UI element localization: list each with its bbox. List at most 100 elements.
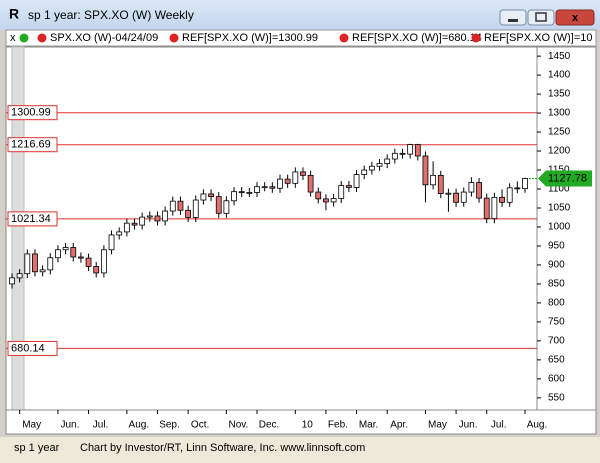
x-tick-label: Feb. [328, 420, 348, 431]
candle-body [192, 199, 199, 218]
candle-body [399, 152, 406, 155]
candle-body [323, 198, 329, 203]
candle-body [506, 187, 513, 203]
x-axis-area [5, 409, 597, 435]
y-tick-label: 950 [548, 241, 565, 252]
legend-dot [37, 33, 47, 43]
candle-body [269, 186, 276, 189]
legend-dot [339, 33, 349, 43]
y-tick-label: 1250 [548, 127, 571, 138]
legend-item: SPX.XO (W)-04/24/09 [50, 32, 158, 44]
x-tick-label: Jul. [491, 420, 507, 431]
candle-body [116, 231, 123, 236]
x-tick-label: May [22, 420, 41, 431]
candle-body [24, 253, 31, 275]
ref-label-box [7, 137, 58, 153]
legend-dot [19, 33, 29, 43]
window-title: sp 1 year: SPX.XO (W) Weekly [28, 8, 194, 22]
candle-body [353, 174, 360, 188]
close-button[interactable] [555, 9, 595, 26]
candle-body [169, 200, 176, 212]
candle-body [453, 192, 459, 203]
y-tick-label: 700 [548, 336, 565, 347]
candle-body [215, 196, 222, 214]
maximize-button[interactable] [527, 9, 555, 26]
candle-body [445, 192, 452, 195]
candle-body [78, 256, 84, 259]
candle-body [93, 266, 100, 274]
x-tick-label: May [428, 420, 447, 431]
ref-label: 1300.99 [11, 107, 51, 119]
candle-body [185, 209, 192, 218]
candle-body [284, 178, 291, 184]
candle-body [231, 191, 237, 202]
ref-label-box [7, 211, 58, 227]
ref-label: 1216.69 [11, 139, 51, 151]
y-tick-label: 1300 [548, 108, 571, 119]
candle-body [407, 144, 414, 155]
candle-body [315, 191, 322, 200]
x-tick-label: Jul. [93, 420, 109, 431]
candle-body [368, 165, 375, 171]
x-tick-label: Jun. [459, 420, 478, 431]
y-tick-label: 1200 [548, 146, 571, 157]
candle-body [123, 222, 130, 233]
legend-strip [5, 29, 597, 47]
candle-body [483, 197, 490, 220]
candle-body [177, 200, 184, 211]
candle-body [146, 215, 153, 218]
last-price-label: 1127.78 [548, 172, 587, 184]
candle-body [200, 193, 207, 201]
plot-area [5, 46, 538, 411]
x-tick-label: Mar. [359, 420, 378, 431]
legend-item: REF[SPX.XO (W)]=10 [484, 32, 593, 44]
status-bar [0, 437, 600, 463]
candle-body [47, 257, 54, 271]
legend-item: REF[SPX.XO (W)]=1300.99 [182, 32, 318, 44]
candle-body [437, 174, 444, 194]
maximize-icon [535, 12, 547, 22]
candle-body [384, 158, 391, 164]
ref-label-box [7, 105, 58, 121]
candle-body [514, 187, 521, 190]
y-tick-label: 600 [548, 374, 565, 385]
status-left: sp 1 year [14, 442, 60, 454]
candle-body [414, 144, 421, 157]
candle-body [55, 249, 61, 259]
x-tick-label: Dec. [259, 420, 280, 431]
y-tick-label: 1350 [548, 89, 571, 100]
x-tick-label: Oct. [191, 420, 209, 431]
legend-dot [471, 33, 481, 43]
candle-body [491, 196, 498, 220]
candle-body [70, 247, 77, 258]
candle-body [292, 171, 299, 184]
candle-body [522, 178, 528, 190]
candle-body [100, 249, 107, 274]
y-tick-label: 900 [548, 260, 565, 271]
x-tick-label: Jun. [60, 420, 79, 431]
x-tick-label: Aug. [527, 420, 548, 431]
candle-body [391, 152, 398, 160]
candle-body [361, 169, 368, 175]
candle-body [108, 234, 115, 251]
status-credit: Chart by Investor/RT, Linn Software, Inc… [80, 442, 365, 454]
candle-body [430, 174, 437, 186]
candle-body [261, 186, 268, 189]
candle-body [154, 215, 161, 222]
y-tick-label: 750 [548, 317, 565, 328]
candle-body [32, 253, 38, 273]
candle-body [238, 191, 245, 194]
y-tick-label: 1400 [548, 70, 571, 81]
candle-body [246, 192, 253, 194]
last-price-box [538, 170, 592, 187]
y-tick-label: 650 [548, 355, 565, 366]
candle-body [376, 163, 383, 167]
candle-body [85, 257, 92, 267]
minimize-button[interactable] [499, 9, 527, 26]
legend-close[interactable]: x [10, 32, 16, 44]
y-tick-label: 800 [548, 298, 565, 309]
y-tick-label: 1050 [548, 203, 571, 214]
candle-body [16, 273, 23, 279]
